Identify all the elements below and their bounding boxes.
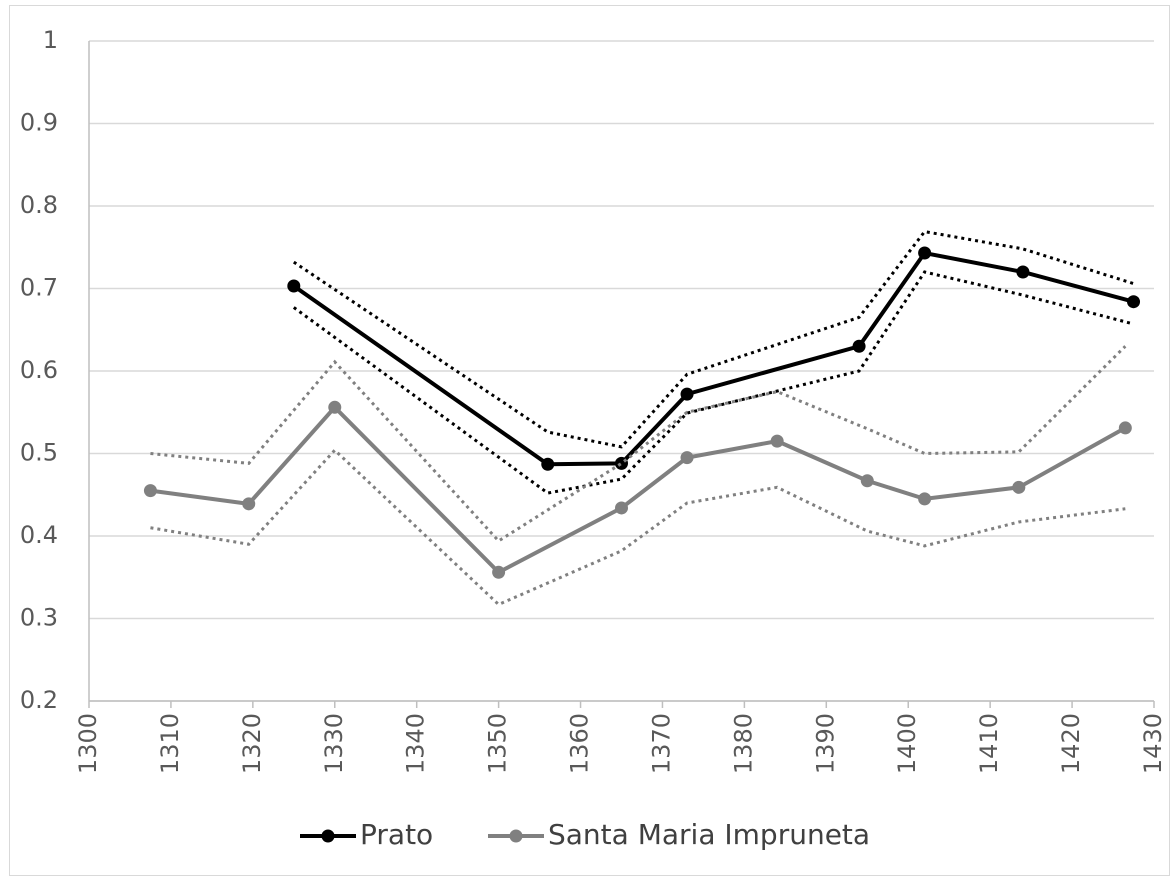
x-tick-label: 1320 bbox=[238, 713, 266, 774]
point bbox=[287, 279, 301, 293]
x-tick-label: 1380 bbox=[729, 713, 757, 774]
legend-label: Prato bbox=[360, 818, 433, 851]
point bbox=[615, 456, 628, 470]
point bbox=[328, 400, 342, 414]
x-tick-label: 1350 bbox=[484, 713, 512, 774]
point bbox=[1127, 295, 1141, 309]
point bbox=[918, 492, 932, 506]
x-tick-label: 1370 bbox=[647, 713, 675, 774]
point bbox=[1012, 480, 1026, 494]
y-tick-label: 0.3 bbox=[20, 604, 58, 632]
x-tick-label: 1390 bbox=[811, 713, 839, 774]
y-tick-label: 0.8 bbox=[20, 191, 58, 219]
point bbox=[770, 434, 784, 448]
point bbox=[242, 497, 256, 511]
point bbox=[1016, 265, 1030, 279]
point bbox=[680, 387, 694, 401]
y-tick-label: 0.7 bbox=[20, 274, 58, 302]
series-line bbox=[292, 250, 1135, 467]
point bbox=[860, 474, 874, 488]
x-tick-label: 1420 bbox=[1057, 713, 1085, 774]
point bbox=[492, 565, 506, 579]
x-tick-label: 1430 bbox=[1139, 713, 1167, 774]
x-tick-label: 1300 bbox=[74, 713, 102, 774]
y-tick-label: 0.6 bbox=[20, 356, 58, 384]
y-tick-label: 0.4 bbox=[20, 521, 58, 549]
x-tick-label: 1400 bbox=[893, 713, 921, 774]
point bbox=[1118, 421, 1132, 435]
y-tick-label: 0.5 bbox=[20, 439, 58, 467]
x-tick-label: 1310 bbox=[156, 713, 184, 774]
bound-line bbox=[150, 448, 1126, 607]
x-tick-label: 1330 bbox=[320, 713, 348, 774]
y-tick-label: 0.2 bbox=[20, 686, 58, 714]
legend-label: Santa Maria Impruneta bbox=[548, 818, 870, 851]
bound-line bbox=[292, 229, 1134, 449]
legend-marker bbox=[321, 829, 335, 843]
point bbox=[852, 339, 866, 353]
point bbox=[918, 246, 932, 260]
y-tick-label: 1 bbox=[43, 26, 58, 54]
y-tick-label: 0.9 bbox=[20, 109, 58, 137]
x-tick-label: 1410 bbox=[975, 713, 1003, 774]
bound-line bbox=[150, 345, 1127, 543]
point bbox=[615, 501, 628, 515]
x-tick-label: 1340 bbox=[402, 713, 430, 774]
legend-marker bbox=[509, 829, 523, 843]
point bbox=[143, 484, 157, 498]
point bbox=[680, 451, 694, 465]
chart-border bbox=[9, 5, 1170, 876]
bound-line bbox=[292, 270, 1134, 495]
point bbox=[541, 457, 555, 471]
x-tick-label: 1360 bbox=[566, 713, 594, 774]
